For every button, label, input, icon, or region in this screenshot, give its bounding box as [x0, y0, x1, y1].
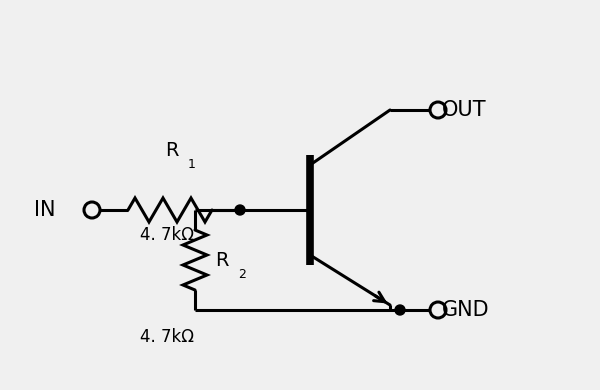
Text: 4. 7kΩ: 4. 7kΩ	[140, 328, 194, 346]
Circle shape	[395, 305, 405, 315]
Text: 4. 7kΩ: 4. 7kΩ	[140, 226, 194, 244]
Circle shape	[235, 205, 245, 215]
Text: IN: IN	[34, 200, 55, 220]
Text: R: R	[215, 250, 229, 269]
Text: 1: 1	[188, 158, 196, 171]
Text: 2: 2	[238, 268, 246, 281]
Text: GND: GND	[442, 300, 490, 320]
Text: R: R	[165, 140, 179, 160]
Text: OUT: OUT	[442, 100, 487, 120]
